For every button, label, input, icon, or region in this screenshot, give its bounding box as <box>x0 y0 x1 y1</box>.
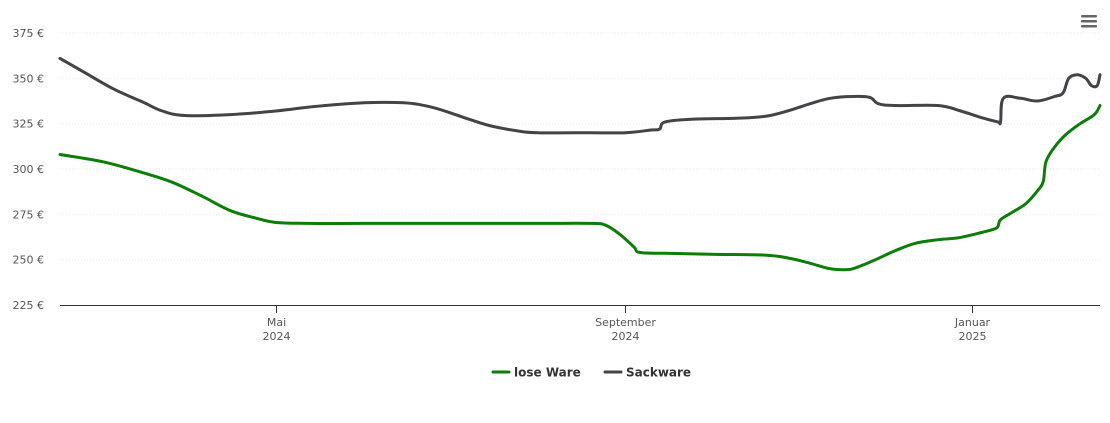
x-tick-label-month: Mai <box>267 316 286 329</box>
y-tick-label: 300 € <box>13 163 45 176</box>
y-tick-label: 375 € <box>13 27 45 40</box>
x-tick-label-year: 2024 <box>612 330 640 343</box>
y-axis: 375 € 350 € 325 € 300 € 275 € 250 € 225 € <box>13 27 45 312</box>
y-tick-label: 225 € <box>13 299 45 312</box>
legend-item-lose-ware[interactable]: lose Ware <box>491 366 581 380</box>
series-line-sackware <box>58 56 1102 135</box>
menu-bar[interactable] <box>1081 20 1097 23</box>
legend: lose Ware Sackware <box>491 366 691 380</box>
x-tick-label-year: 2025 <box>959 330 987 343</box>
y-tick-label: 350 € <box>13 72 45 85</box>
legend-label: lose Ware <box>514 366 581 380</box>
menu-bar[interactable] <box>1081 25 1097 28</box>
x-tick-label-year: 2024 <box>263 330 291 343</box>
series-lines <box>58 56 1102 272</box>
chart-menu-button[interactable] <box>1077 10 1101 32</box>
grid-lines <box>60 32 1100 261</box>
menu-bar[interactable] <box>1081 15 1097 18</box>
legend-label: Sackware <box>626 366 691 380</box>
hamburger-menu-icon[interactable] <box>1081 15 1097 28</box>
y-tick-label: 250 € <box>13 254 45 267</box>
y-tick-label: 325 € <box>13 118 45 131</box>
series-line-lose-ware <box>58 104 1102 272</box>
legend-item-sackware[interactable]: Sackware <box>603 366 691 380</box>
x-tick-label-month: Januar <box>954 316 991 329</box>
x-tick-label-month: September <box>595 316 656 329</box>
y-tick-label: 275 € <box>13 208 45 221</box>
